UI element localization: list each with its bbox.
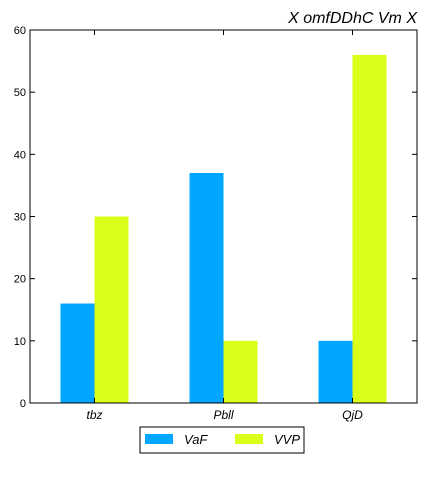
x-tick-label: QjD [342,408,363,422]
legend: VaF VVP [139,426,305,454]
bar-VVP-Pbll [223,340,258,403]
bar-VaF-QjD [318,340,353,403]
legend-label-VaF: VaF [184,432,208,447]
x-axis: tbz Pbll QjD [86,30,363,422]
y-tick-label: 50 [14,87,26,99]
bar-VVP-tbz [94,216,129,403]
y-axis: 0 10 20 30 40 50 60 [14,25,417,410]
x-tick-label: tbz [86,408,102,422]
x-tick-label: Pbll [213,408,233,422]
chart-title: X omfDDhC Vm X [287,10,418,27]
bars-group [60,54,387,403]
legend-swatch-VVP [235,434,263,444]
bar-VVP-QjD [352,54,387,403]
y-tick-label: 40 [14,149,26,161]
y-tick-label: 20 [14,274,26,286]
legend-label-VVP: VVP [274,432,300,447]
y-tick-label: 30 [14,212,26,224]
bar-VaF-tbz [60,303,95,403]
y-tick-label: 60 [14,25,26,37]
legend-swatch-VaF [145,434,173,444]
y-tick-label: 0 [20,398,26,410]
y-tick-label: 10 [14,336,26,348]
bar-VaF-Pbll [189,172,224,403]
